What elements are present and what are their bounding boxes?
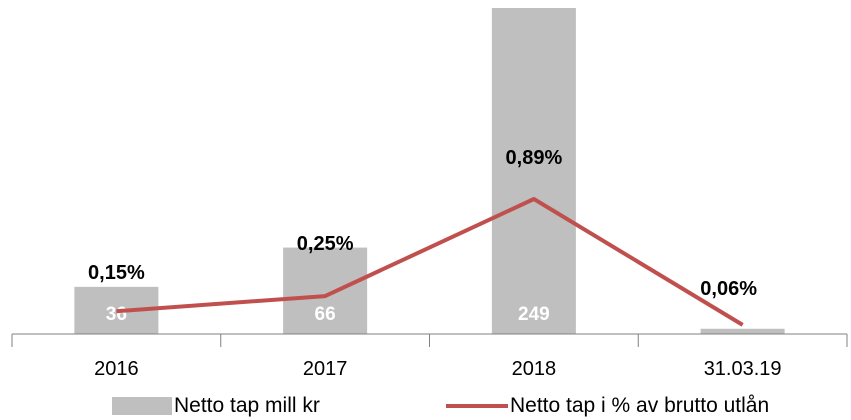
legend: Netto tap mill kr Netto tap i % av brutt… <box>0 394 851 420</box>
legend-item-line: Netto tap i % av brutto utlån <box>446 394 769 418</box>
line-value-label: 0,15% <box>88 262 145 284</box>
bar-value-label: 36 <box>106 304 127 325</box>
legend-bar-swatch <box>112 397 172 415</box>
line-series-path <box>116 197 744 327</box>
line-value-label: 0,06% <box>700 278 757 300</box>
x-tick-label: 2018 <box>512 358 557 380</box>
line-value-labels: 0,15% 0,25% 0,89% 0,06% <box>88 147 757 300</box>
x-tick-label: 31.03.19 <box>704 358 782 380</box>
bar-value-label: 66 <box>315 304 336 325</box>
bar-2017 <box>283 247 368 334</box>
legend-line-swatch <box>446 404 508 408</box>
x-tick-labels: 2016 2017 2018 31.03.19 <box>94 358 781 380</box>
legend-label-bars: Netto tap mill kr <box>174 394 320 417</box>
x-axis <box>11 333 848 347</box>
line-series <box>116 197 744 327</box>
bar-31.03.19 <box>700 328 785 334</box>
bar-2018 <box>491 8 576 334</box>
x-tick-label: 2016 <box>94 358 139 380</box>
bar-value-label: 249 <box>518 304 550 325</box>
chart: 36 66 249 0,15%0,25%0,89%0,06% 2016 2017 201… <box>11 8 848 380</box>
x-tick-label: 2017 <box>303 358 348 380</box>
bar-series <box>74 8 785 334</box>
line-value-label: 0,89% <box>506 147 563 169</box>
line-value-label: 0,25% <box>297 233 354 255</box>
legend-label-line: Netto tap i % av brutto utlån <box>510 394 770 417</box>
legend-item-bars: Netto tap mill kr <box>112 394 320 418</box>
